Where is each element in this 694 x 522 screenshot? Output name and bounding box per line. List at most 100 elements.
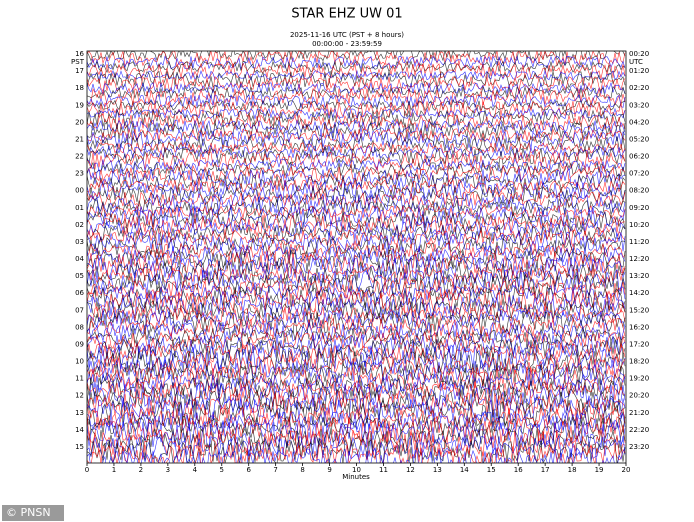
trace <box>87 99 626 112</box>
x-tick-label: 6 <box>246 466 251 474</box>
right-row-label: 04:20 <box>629 118 649 126</box>
trace <box>87 204 626 220</box>
trace <box>87 249 626 269</box>
trace <box>87 70 626 89</box>
right-row-label: 05:20 <box>629 135 649 143</box>
credit-box <box>2 505 64 521</box>
left-row-label: 07 <box>75 306 84 314</box>
trace <box>87 121 626 141</box>
x-tick-label: 20 <box>622 466 631 474</box>
right-row-label: 14:20 <box>629 289 649 297</box>
left-row-label: 01 <box>75 204 84 212</box>
right-row-label: 20:20 <box>629 392 649 400</box>
trace <box>87 145 626 160</box>
right-row-label: 07:20 <box>629 170 649 178</box>
left-row-label: 14 <box>75 426 84 434</box>
left-row-label: 10 <box>75 358 84 366</box>
trace <box>87 224 626 243</box>
x-tick-label: 12 <box>406 466 415 474</box>
trace <box>87 186 626 204</box>
trace <box>87 118 626 134</box>
trace <box>87 251 626 275</box>
right-row-label: 09:20 <box>629 204 649 212</box>
left-row-label: 17 <box>75 67 84 75</box>
left-row-label: 20 <box>75 118 84 126</box>
left-row-label: 12 <box>75 392 84 400</box>
trace <box>87 420 626 448</box>
right-row-label: 08:20 <box>629 187 649 195</box>
trace <box>87 349 626 374</box>
trace <box>87 358 626 382</box>
left-row-label: 09 <box>75 340 84 348</box>
trace <box>87 87 626 106</box>
trace <box>87 147 626 166</box>
left-row-label: 18 <box>75 84 84 92</box>
right-row-label: 13:20 <box>629 272 649 280</box>
x-tick-label: 17 <box>541 466 550 474</box>
trace <box>87 81 626 95</box>
right-row-label: 16:20 <box>629 323 649 331</box>
right-row-label: 22:20 <box>629 426 649 434</box>
trace <box>87 333 626 356</box>
left-row-label: 16 <box>75 50 84 58</box>
trace <box>87 205 626 228</box>
right-row-label: 12:20 <box>629 255 649 263</box>
x-tick-label: 13 <box>433 466 442 474</box>
left-row-label: 06 <box>75 289 84 297</box>
right-row-label: 10:20 <box>629 221 649 229</box>
trace <box>87 309 626 329</box>
right-row-label: 01:20 <box>629 67 649 75</box>
trace <box>87 399 626 427</box>
left-row-label: 23 <box>75 170 84 178</box>
trace <box>87 236 626 256</box>
trace <box>87 181 626 201</box>
trace <box>87 391 626 417</box>
trace <box>87 127 626 143</box>
right-row-label: 02:20 <box>629 84 649 92</box>
trace <box>87 161 626 178</box>
traces <box>87 51 626 463</box>
trace <box>87 150 626 171</box>
trace <box>87 437 626 463</box>
x-tick-label: 8 <box>300 466 304 474</box>
trace <box>87 242 626 259</box>
right-row-label: 15:20 <box>629 306 649 314</box>
x-tick-label: 18 <box>568 466 577 474</box>
trace <box>87 93 626 109</box>
trace <box>87 428 626 456</box>
x-tick-label: 16 <box>514 466 523 474</box>
left-row-label: 08 <box>75 323 84 331</box>
trace <box>87 305 626 324</box>
x-tick-label: 15 <box>487 466 496 474</box>
x-tick-label: 2 <box>139 466 143 474</box>
left-row-label: 04 <box>75 255 84 263</box>
trace <box>87 167 626 188</box>
x-tick-label: 3 <box>166 466 170 474</box>
left-row-label: 22 <box>75 153 84 161</box>
right-row-label: 06:20 <box>629 153 649 161</box>
trace <box>87 387 626 413</box>
trace <box>87 51 626 67</box>
x-axis-label: Minutes <box>342 473 370 481</box>
trace <box>87 285 626 309</box>
trace <box>87 260 626 284</box>
trace <box>87 107 626 120</box>
right-row-label: 21:20 <box>629 409 649 417</box>
left-row-label: 00 <box>75 187 84 195</box>
x-tick-label: 4 <box>193 466 198 474</box>
x-tick-label: 7 <box>273 466 277 474</box>
left-row-label: 19 <box>75 101 84 109</box>
left-row-label: 21 <box>75 135 84 143</box>
trace <box>87 129 626 149</box>
trace <box>87 427 626 450</box>
trace <box>87 278 626 300</box>
right-row-label: 03:20 <box>629 101 649 109</box>
right-row-label: 18:20 <box>629 358 649 366</box>
left-row-label: 15 <box>75 443 84 451</box>
trace <box>87 311 626 335</box>
trace <box>87 76 626 93</box>
chart-title: STAR EHZ UW 01 <box>291 7 402 22</box>
trace <box>87 416 626 436</box>
subtitle: 2025-11-16 UTC (PST + 8 hours) <box>290 31 404 39</box>
